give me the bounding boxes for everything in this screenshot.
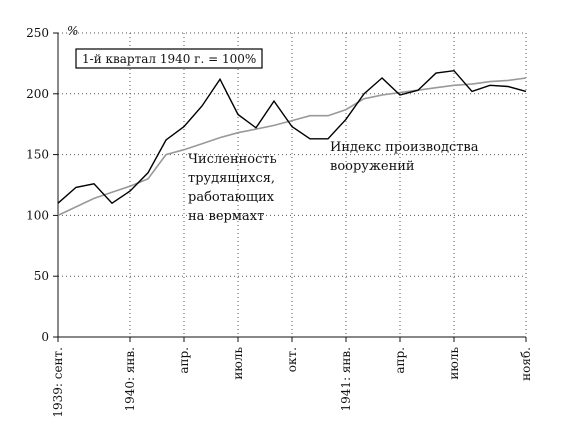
annotation-arms-line-1: Индекс производства [330,140,479,155]
x-tick-labels: 1939: сент. 1940: янв. апр. июль окт. 1941: я… [51,337,533,418]
y-tick-label-0: 0 [41,330,49,344]
annotation-arms-line-2: вооружений [330,159,415,174]
x-tick-label-8: нояб. [519,347,533,381]
legend: 1-й квартал 1940 г. = 100% [75,48,263,69]
annotation-workers-line-4: на вермахт [188,209,264,224]
series-lines [57,69,527,217]
x-tick-label-4: окт. [285,347,299,372]
annotation-workers: Численность трудящихся, работающих на ве… [188,152,277,224]
y-tick-labels: 0 50 100 150 200 250 [26,26,58,344]
x-tick-label-6: апр. [393,347,407,374]
x-tick-label-5: 1941: янв. [339,347,353,412]
series-line-arms [57,69,527,205]
annotation-workers-line-2: трудящихся, [188,171,275,186]
y-axis-unit: % [67,24,78,38]
y-tick-label-250: 250 [26,26,49,40]
annotation-workers-line-1: Численность [188,152,277,167]
x-tick-label-3: июль [231,347,245,380]
annotation-arms: Индекс производства вооружений [330,140,479,174]
y-tick-label-150: 150 [26,148,49,162]
x-tick-label-0: 1939: сент. [51,347,65,418]
legend-box [75,48,263,69]
y-tick-label-200: 200 [26,87,49,101]
grid [58,32,527,337]
x-tick-label-1: 1940: янв. [123,347,137,412]
y-tick-label-100: 100 [26,208,49,222]
y-tick-label-50: 50 [34,269,49,283]
annotation-workers-line-3: работающих [188,190,275,205]
x-tick-label-7: июль [447,347,461,380]
x-tick-label-2: апр. [177,347,191,374]
series-line-workers [57,77,527,217]
legend-text: 1-й квартал 1940 г. = 100% [82,52,256,66]
